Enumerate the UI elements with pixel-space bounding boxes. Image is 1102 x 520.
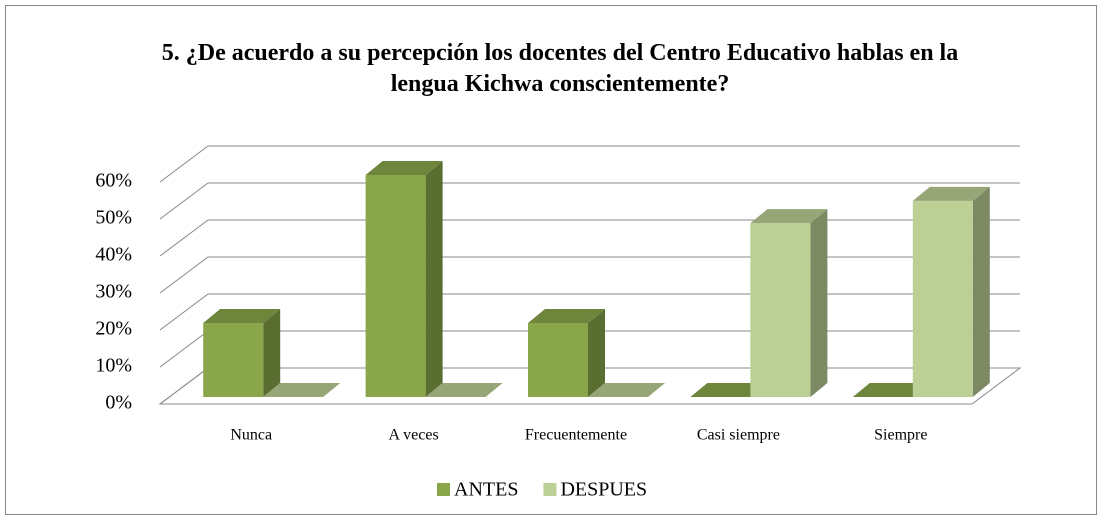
bar: [528, 309, 605, 397]
grid-line: [159, 219, 209, 257]
y-tick-label: 50%: [95, 207, 132, 229]
grid-line: [159, 256, 209, 294]
bar-side: [588, 309, 605, 397]
bar-front: [365, 175, 426, 397]
x-tick-label: Frecuentemente: [525, 427, 627, 444]
bar: [425, 383, 503, 397]
y-tick-label: 60%: [95, 170, 132, 192]
x-tick-label: Siempre: [874, 427, 927, 444]
bar-top: [425, 383, 503, 397]
grid-line: [159, 182, 209, 220]
bar-front: [750, 223, 811, 397]
bar-front: [203, 323, 264, 397]
bar-top: [750, 209, 828, 224]
bar-top: [263, 383, 341, 397]
bar-top: [912, 186, 990, 201]
grid-line: [159, 330, 209, 368]
bar-top: [588, 383, 665, 397]
bar-top: [365, 161, 443, 175]
bar: [263, 383, 341, 397]
bar: [852, 383, 930, 397]
x-tick-label: A veces: [388, 427, 438, 444]
bar-top: [528, 309, 605, 323]
legend-swatch: [437, 483, 450, 496]
bar: [203, 309, 281, 397]
bar-side: [425, 161, 443, 397]
y-tick-label: 20%: [95, 318, 132, 340]
y-tick-label: 30%: [95, 281, 132, 303]
bar-side: [810, 209, 828, 397]
bar-front: [528, 323, 588, 397]
bar-side: [263, 309, 281, 397]
bar: [690, 383, 768, 397]
grid-line: [159, 145, 209, 183]
grid-line: [159, 293, 209, 331]
chart-title: 5. ¿De acuerdo a su percepción los docen…: [161, 40, 959, 97]
y-tick-label: 10%: [95, 355, 132, 377]
grid-line: [159, 367, 209, 405]
bar: [588, 383, 665, 397]
legend-label: ANTES: [454, 479, 518, 501]
bar-top: [203, 309, 281, 323]
x-tick-label: Nunca: [230, 427, 272, 444]
bar-top: [852, 383, 930, 397]
bar-front: [912, 200, 973, 397]
legend-swatch: [543, 483, 557, 496]
bar-top: [690, 383, 768, 397]
bar-side: [972, 186, 990, 397]
bar: [912, 186, 990, 397]
bar: [750, 209, 828, 397]
x-tick-label: Casi siempre: [697, 427, 780, 444]
y-tick-label: 40%: [95, 244, 132, 266]
legend-label: DESPUES: [560, 479, 647, 501]
bar: [365, 161, 443, 397]
y-tick-label: 0%: [105, 392, 132, 414]
